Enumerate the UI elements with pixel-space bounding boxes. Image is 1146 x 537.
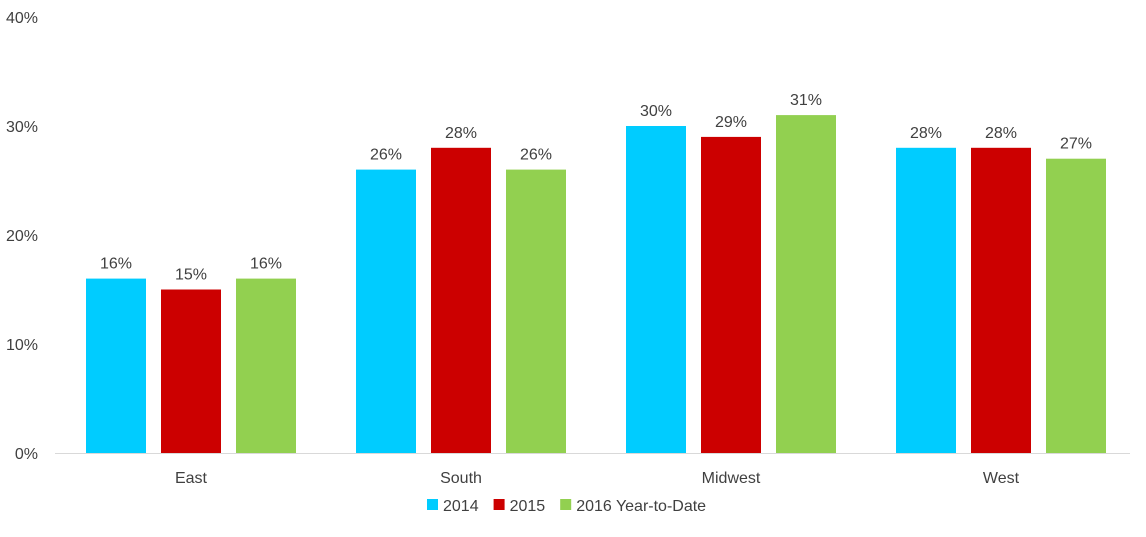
- data-label: 28%: [985, 125, 1017, 142]
- legend-swatch: [493, 499, 505, 510]
- bars: 16% 15% 16% 26% 28% 26% 30% 29% 31% 28% 28% 27%: [86, 92, 1106, 454]
- y-tick-label: 40%: [6, 10, 38, 27]
- x-category-label: East: [175, 470, 208, 487]
- bar: [1046, 158, 1106, 453]
- data-label: 28%: [445, 125, 477, 142]
- bar: [161, 289, 221, 453]
- bar: [236, 278, 296, 453]
- legend: 2014 2015 2016 Year-to-Date: [427, 498, 706, 515]
- data-label: 28%: [910, 125, 942, 142]
- data-label: 31%: [790, 92, 822, 109]
- y-tick-label: 0%: [15, 446, 38, 463]
- bar: [431, 147, 491, 454]
- data-label: 26%: [520, 147, 552, 164]
- bar: [971, 147, 1031, 454]
- bar: [626, 126, 686, 453]
- bar: [506, 169, 566, 453]
- bar: [896, 147, 956, 454]
- legend-swatch: [560, 499, 572, 510]
- legend-label: 2014: [443, 498, 479, 515]
- data-label: 16%: [100, 256, 132, 273]
- legend-label: 2016 Year-to-Date: [576, 498, 706, 515]
- bar: [701, 136, 761, 453]
- x-category-label: Midwest: [702, 470, 761, 487]
- data-label: 30%: [640, 103, 672, 120]
- data-label: 26%: [370, 147, 402, 164]
- x-category-label: South: [440, 470, 482, 487]
- data-label: 27%: [1060, 136, 1092, 153]
- y-tick-label: 20%: [6, 228, 38, 245]
- x-category-label: West: [983, 470, 1020, 487]
- legend-swatch: [427, 499, 438, 510]
- data-label: 15%: [175, 267, 207, 284]
- bar: [356, 169, 416, 453]
- bar: [776, 115, 836, 453]
- data-label: 16%: [250, 256, 282, 273]
- y-tick-label: 30%: [6, 119, 38, 136]
- bar: [86, 278, 146, 453]
- x-axis: East South Midwest West: [55, 453, 1130, 487]
- y-axis: 0% 10% 20% 30% 40%: [6, 10, 38, 463]
- legend-label: 2015: [510, 498, 546, 515]
- y-tick-label: 10%: [6, 337, 38, 354]
- data-label: 29%: [715, 114, 747, 131]
